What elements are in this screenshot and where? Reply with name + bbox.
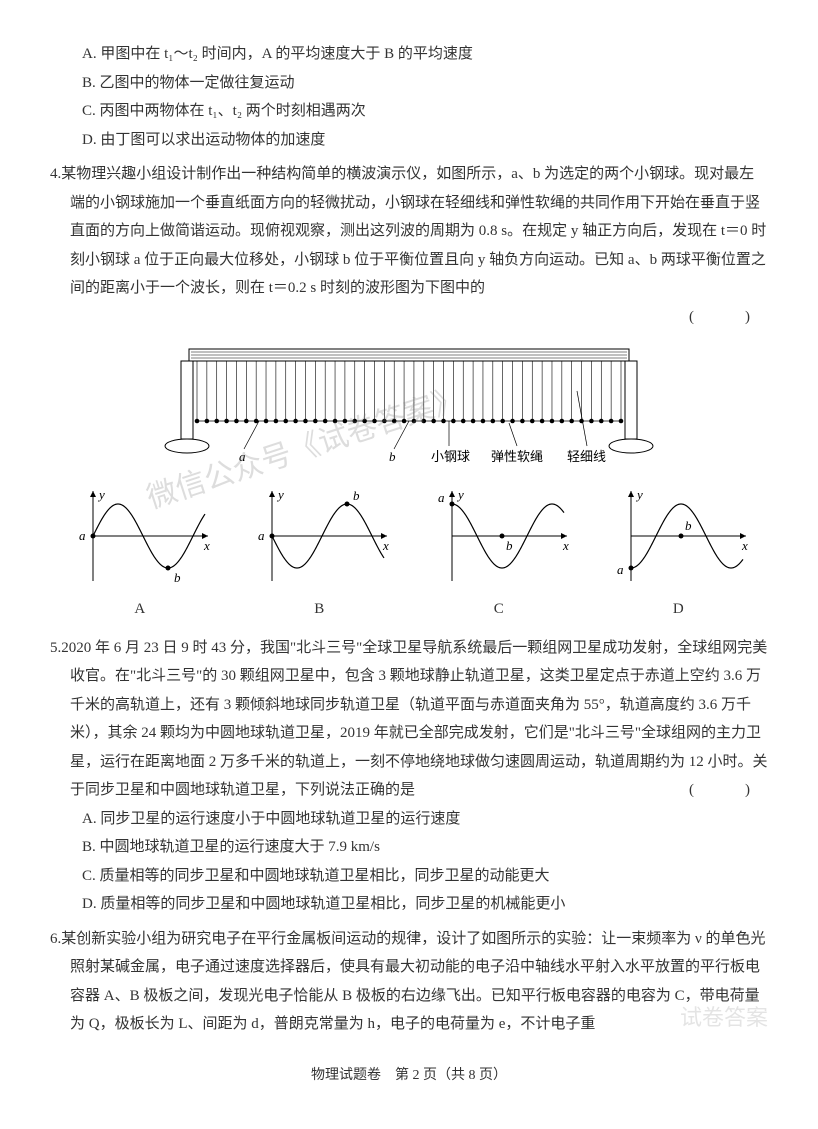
question-4: 4.某物理兴趣小组设计制作出一种结构简单的横波演示仪，如图所示，a、b 为选定的… [50, 160, 768, 624]
q6-num: 6. [50, 931, 61, 947]
q5-text: 2020 年 6 月 23 日 9 时 43 分，我国"北斗三号"全球卫星导航系… [61, 640, 767, 799]
svg-text:a: a [79, 528, 86, 543]
q5-option-a: A. 同步卫星的运行速度小于中圆地球轨道卫星的运行速度 [50, 805, 768, 834]
svg-text:a: a [258, 528, 265, 543]
svg-text:b: b [389, 449, 396, 464]
q3-option-c: C. 丙图中两物体在 t₁、t₂ 两个时刻相遇两次 [50, 97, 768, 126]
q4-apparatus-figure: a b 小钢球 弹性软绳 轻细线 [50, 341, 768, 471]
svg-text:x: x [382, 538, 389, 553]
svg-text:a: a [438, 490, 445, 505]
svg-text:y: y [456, 487, 464, 502]
q3-option-d: D. 由丁图可以求出运动物体的加速度 [50, 126, 768, 155]
q4-label-d: D [673, 595, 684, 624]
label-ball: 小钢球 [431, 449, 470, 464]
q4-label-b: B [314, 595, 324, 624]
svg-text:x: x [562, 538, 569, 553]
label-rope: 弹性软绳 [491, 449, 543, 464]
svg-text:b: b [174, 570, 181, 585]
q4-paren: ( ) [689, 303, 768, 332]
svg-text:b: b [353, 488, 360, 503]
q4-num: 4. [50, 166, 61, 182]
page-footer: 物理试题卷 第 2 页（共 8 页） [50, 1063, 768, 1090]
q4-chart-c: y x a b [424, 481, 574, 591]
svg-text:b: b [506, 538, 513, 553]
svg-text:x: x [741, 538, 748, 553]
svg-text:x: x [203, 538, 210, 553]
svg-text:b: b [685, 518, 692, 533]
question-5: 5.2020 年 6 月 23 日 9 时 43 分，我国"北斗三号"全球卫星导… [50, 634, 768, 919]
q4-chart-b: y x a b [244, 481, 394, 591]
svg-text:a: a [617, 562, 624, 577]
q4-text: 某物理兴趣小组设计制作出一种结构简单的横波演示仪，如图所示，a、b 为选定的两个… [61, 166, 766, 296]
q4-label-a: A [134, 595, 145, 624]
q4-chart-a: y x a b [65, 481, 215, 591]
q4-chart-d: y x a b [603, 481, 753, 591]
q5-option-d: D. 质量相等的同步卫星和中圆地球轨道卫星相比，同步卫星的机械能更小 [50, 890, 768, 919]
svg-text:y: y [635, 487, 643, 502]
q3-option-b: B. 乙图中的物体一定做往复运动 [50, 69, 768, 98]
q5-option-b: B. 中圆地球轨道卫星的运行速度大于 7.9 km/s [50, 833, 768, 862]
question-6: 6.某创新实验小组为研究电子在平行金属板间运动的规律，设计了如图所示的实验：让一… [50, 925, 768, 1039]
svg-text:y: y [276, 487, 284, 502]
q5-option-c: C. 质量相等的同步卫星和中圆地球轨道卫星相比，同步卫星的动能更大 [50, 862, 768, 891]
q5-paren: ( ) [709, 776, 768, 805]
q4-label-c: C [494, 595, 504, 624]
q6-text: 某创新实验小组为研究电子在平行金属板间运动的规律，设计了如图所示的实验：让一束频… [61, 931, 765, 1033]
svg-text:y: y [97, 487, 105, 502]
label-string: 轻细线 [567, 449, 606, 464]
svg-text:a: a [239, 449, 246, 464]
q3-option-a: A. 甲图中在 t₁～t₂ 时间内，A 的平均速度大于 B 的平均速度 [50, 40, 768, 69]
q4-choice-figures: y x a b A y x a b B y x a b C y x a b D [50, 481, 768, 624]
q5-num: 5. [50, 640, 61, 656]
